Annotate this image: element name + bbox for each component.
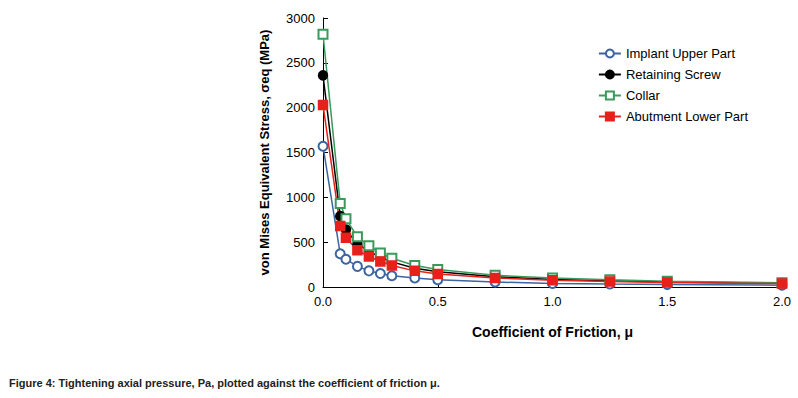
svg-text:Figure 4: Tightening axial pre: Figure 4: Tightening axial pressure, Pa,… (9, 377, 440, 389)
svg-text:1.0: 1.0 (543, 294, 561, 309)
svg-text:500: 500 (293, 235, 315, 250)
svg-text:2000: 2000 (286, 100, 315, 115)
svg-text:3000: 3000 (286, 11, 315, 26)
svg-text:2.0: 2.0 (773, 294, 791, 309)
svg-text:0.0: 0.0 (314, 294, 332, 309)
svg-text:0.5: 0.5 (429, 294, 447, 309)
svg-text:Coefficient of Friction, μ: Coefficient of Friction, μ (472, 324, 633, 340)
svg-text:1.5: 1.5 (658, 294, 676, 309)
svg-text:Implant Upper Part: Implant Upper Part (626, 46, 735, 61)
svg-text:Collar: Collar (626, 88, 661, 103)
svg-text:von Mises Equivalent Stress, σ: von Mises Equivalent Stress, σeq (MPa) (257, 30, 272, 276)
svg-text:1000: 1000 (286, 190, 315, 205)
svg-text:2500: 2500 (286, 55, 315, 70)
svg-text:1500: 1500 (286, 145, 315, 160)
svg-text:0: 0 (308, 280, 315, 295)
svg-text:Abutment Lower Part: Abutment Lower Part (626, 109, 749, 124)
svg-text:Retaining Screw: Retaining Screw (626, 67, 721, 82)
